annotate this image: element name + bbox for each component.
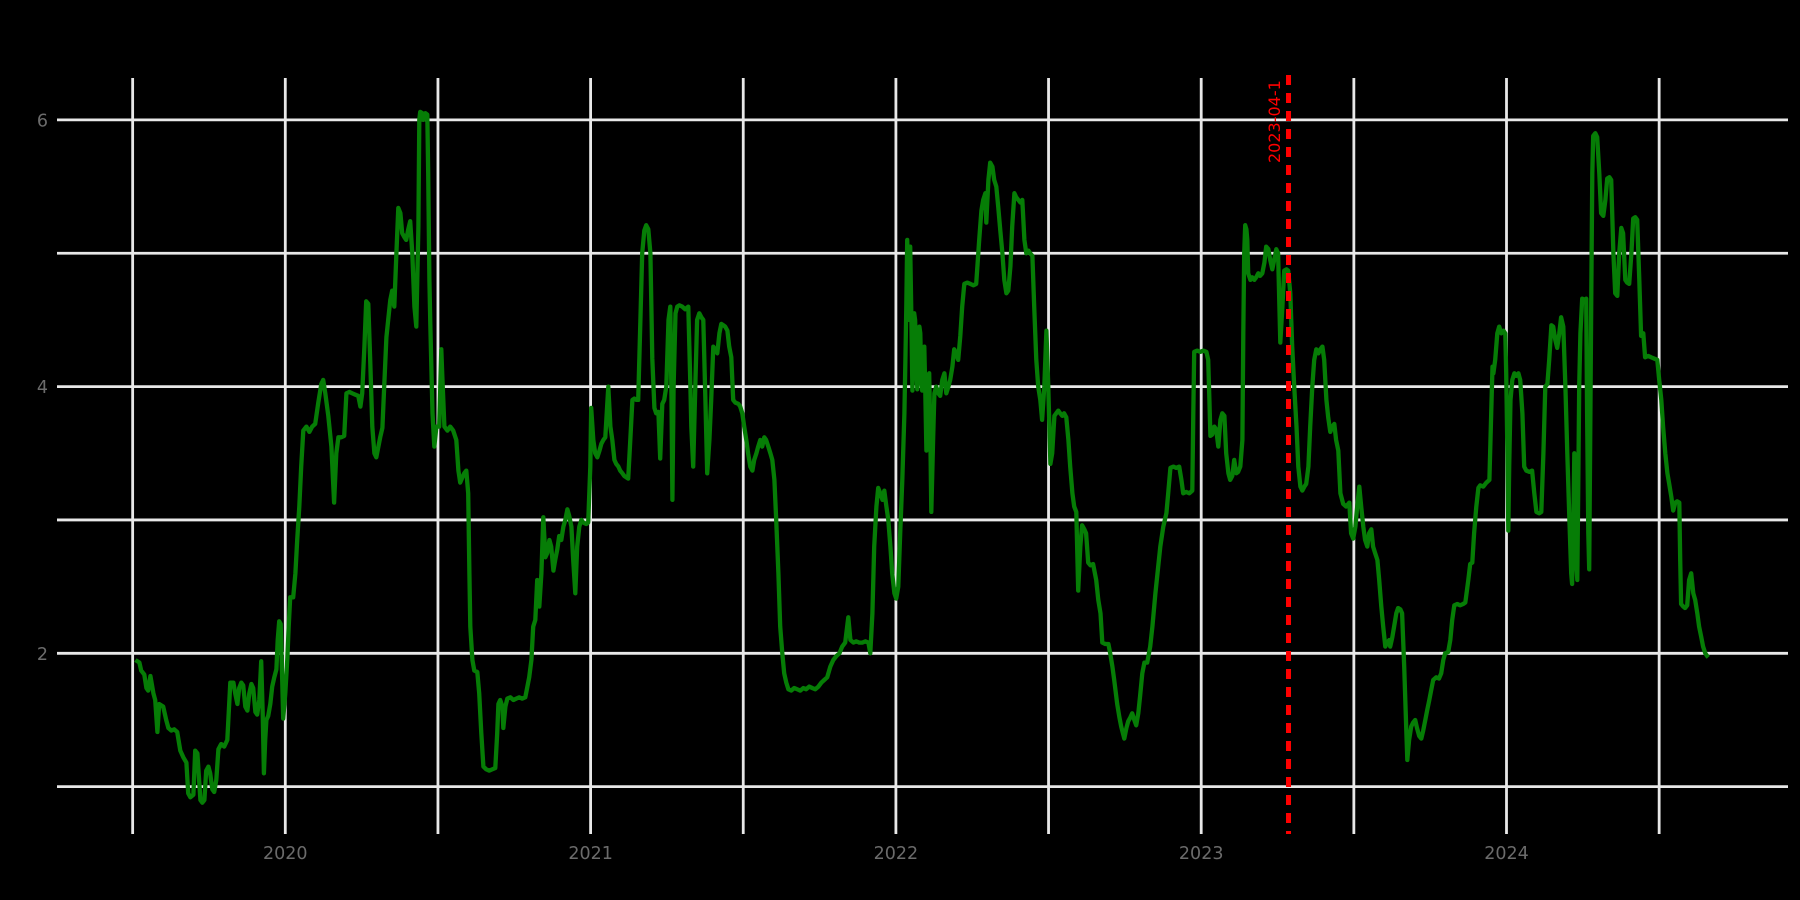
tick-label-layer: 6 4 2 2020 2021 2022 2023 2024 — [37, 111, 1529, 864]
x-tick-label: 2020 — [263, 844, 308, 864]
y-tick-label: 4 — [37, 378, 48, 398]
event-vline-layer: 2023-04-1 — [1265, 75, 1292, 834]
x-tick-label: 2023 — [1179, 844, 1224, 864]
x-tick-label: 2021 — [568, 844, 613, 864]
series-layer — [134, 109, 1710, 805]
y-tick-label: 6 — [37, 111, 48, 131]
x-tick-label: 2022 — [874, 844, 919, 864]
x-tick-label: 2024 — [1484, 844, 1529, 864]
data-series-line — [134, 109, 1710, 805]
y-tick-label: 2 — [37, 645, 48, 665]
event-vline-label: 2023-04-1 — [1265, 80, 1284, 163]
